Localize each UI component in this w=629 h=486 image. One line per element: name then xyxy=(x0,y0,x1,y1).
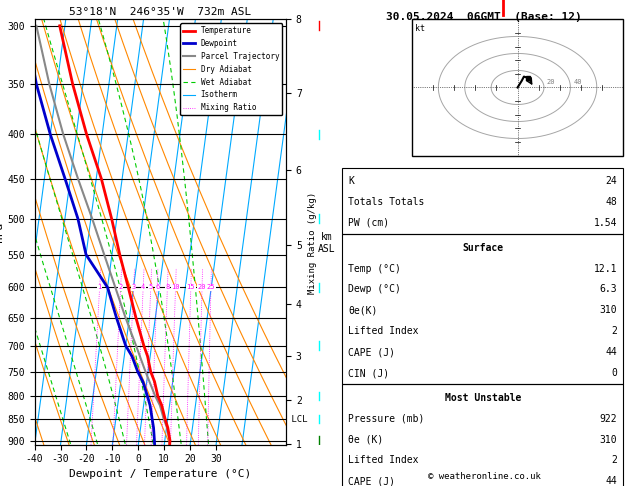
Text: 6.3: 6.3 xyxy=(600,284,618,295)
Text: 24: 24 xyxy=(606,176,618,186)
Text: Dewp (°C): Dewp (°C) xyxy=(348,284,401,295)
Text: Most Unstable: Most Unstable xyxy=(445,393,521,403)
Text: 30.05.2024  06GMT  (Base: 12): 30.05.2024 06GMT (Base: 12) xyxy=(386,12,582,22)
Text: 2: 2 xyxy=(611,455,618,466)
Text: 2: 2 xyxy=(118,284,123,291)
Text: kt: kt xyxy=(415,24,425,34)
Text: 25: 25 xyxy=(207,284,215,291)
Text: PW (cm): PW (cm) xyxy=(348,218,389,228)
Text: 310: 310 xyxy=(600,305,618,315)
Text: 310: 310 xyxy=(600,434,618,445)
Text: 48: 48 xyxy=(606,197,618,207)
Text: 12.1: 12.1 xyxy=(594,263,618,274)
Text: LCL: LCL xyxy=(286,416,308,424)
Text: θe(K): θe(K) xyxy=(348,305,377,315)
X-axis label: Dewpoint / Temperature (°C): Dewpoint / Temperature (°C) xyxy=(69,469,252,479)
Text: 20: 20 xyxy=(547,79,555,85)
Text: 4: 4 xyxy=(141,284,145,291)
Bar xyxy=(342,168,623,234)
Text: 5: 5 xyxy=(148,284,153,291)
Text: Lifted Index: Lifted Index xyxy=(348,455,419,466)
Legend: Temperature, Dewpoint, Parcel Trajectory, Dry Adiabat, Wet Adiabat, Isotherm, Mi: Temperature, Dewpoint, Parcel Trajectory… xyxy=(180,23,282,115)
Text: © weatheronline.co.uk: © weatheronline.co.uk xyxy=(428,472,541,481)
Text: 1: 1 xyxy=(97,284,102,291)
Text: 10: 10 xyxy=(171,284,180,291)
Text: K: K xyxy=(348,176,354,186)
Text: 20: 20 xyxy=(198,284,206,291)
Text: Surface: Surface xyxy=(462,243,503,253)
Text: CIN (J): CIN (J) xyxy=(348,368,389,378)
Text: 1.54: 1.54 xyxy=(594,218,618,228)
Text: Temp (°C): Temp (°C) xyxy=(348,263,401,274)
Text: CAPE (J): CAPE (J) xyxy=(348,347,395,357)
Text: 2: 2 xyxy=(611,326,618,336)
Text: Pressure (mb): Pressure (mb) xyxy=(348,414,425,424)
Text: 3: 3 xyxy=(131,284,136,291)
Bar xyxy=(342,384,623,486)
Text: 922: 922 xyxy=(600,414,618,424)
Text: Totals Totals: Totals Totals xyxy=(348,197,425,207)
Text: 8: 8 xyxy=(165,284,169,291)
Text: Lifted Index: Lifted Index xyxy=(348,326,419,336)
Bar xyxy=(412,19,623,156)
Text: 44: 44 xyxy=(606,347,618,357)
Y-axis label: hPa: hPa xyxy=(0,222,4,242)
Text: 0: 0 xyxy=(611,368,618,378)
Text: CAPE (J): CAPE (J) xyxy=(348,476,395,486)
Text: 15: 15 xyxy=(187,284,195,291)
Text: Mixing Ratio (g/kg): Mixing Ratio (g/kg) xyxy=(308,192,317,294)
Text: 40: 40 xyxy=(573,79,582,85)
Text: 44: 44 xyxy=(606,476,618,486)
Text: θe (K): θe (K) xyxy=(348,434,384,445)
Bar xyxy=(342,234,623,384)
Title: 53°18'N  246°35'W  732m ASL: 53°18'N 246°35'W 732m ASL xyxy=(69,7,252,17)
Y-axis label: km
ASL: km ASL xyxy=(318,232,335,254)
Text: 6: 6 xyxy=(155,284,159,291)
